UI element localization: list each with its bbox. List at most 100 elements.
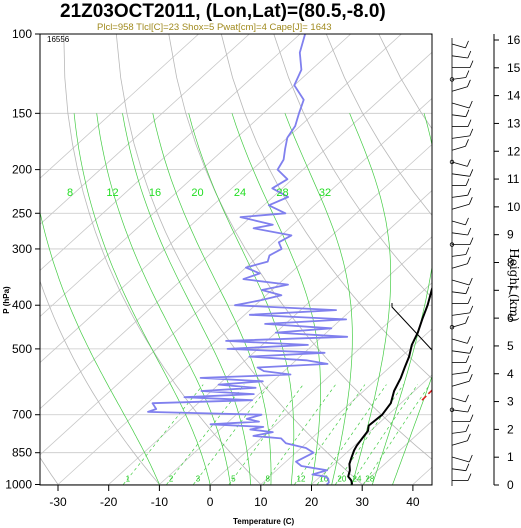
x-axis: -30 -20 -10 0 10 20 30 40 <box>49 485 420 509</box>
isotherm-line <box>40 97 432 456</box>
dry-adiabat <box>40 279 161 485</box>
wind-barb-flag <box>465 109 470 117</box>
wind-barb-flag <box>469 169 474 177</box>
x-tick-label: -20 <box>100 495 118 509</box>
wind-barb <box>451 194 468 198</box>
height-tick-label: 3 <box>507 395 514 409</box>
wind-barb-flag <box>468 277 473 286</box>
calm-wind-marker <box>449 407 455 412</box>
wind-barb-flag <box>465 217 469 226</box>
chart-subtitle: Plcl=958 Tlcl[C]=23 Shox=5 Pwat[cm]=4 Ca… <box>97 22 332 33</box>
mixing-ratio-small-label: 1 <box>126 475 131 484</box>
mixing-ratio-line <box>335 384 404 485</box>
wind-barb <box>451 220 466 226</box>
wind-barb-flag <box>467 119 472 127</box>
wind-barb-flag <box>467 50 472 59</box>
wind-barb-flag <box>465 178 470 186</box>
wind-barb <box>451 102 470 109</box>
wind-barb <box>451 409 468 413</box>
wind-barb-flag <box>465 286 470 294</box>
isotherm-line <box>108 190 432 485</box>
wind-barb-flag <box>468 454 473 463</box>
wind-barb <box>451 431 466 434</box>
isotherm-line <box>40 34 352 318</box>
wind-barb-flag <box>467 473 472 481</box>
wind-barb <box>451 338 468 344</box>
mixing-ratio-small-label: 12 <box>297 475 306 484</box>
pressure-tick-label: 300 <box>12 242 32 256</box>
wind-barb <box>451 371 468 375</box>
mixing-ratio-line <box>363 384 430 485</box>
wind-barb-flag <box>465 463 470 471</box>
wind-barb-flag <box>467 159 471 167</box>
wind-barb-flag <box>468 374 473 382</box>
height-tick-label: 6 <box>507 311 514 325</box>
x-tick-label: 10 <box>254 495 268 509</box>
x-tick-label: -10 <box>151 495 169 509</box>
wind-barb <box>451 86 468 92</box>
mixing-ratio-line <box>193 384 270 485</box>
temperature-profile <box>347 285 432 485</box>
x-tick-label: 40 <box>406 495 420 509</box>
wind-barb <box>451 232 468 236</box>
wind-barb <box>451 43 466 49</box>
wind-barb <box>451 312 470 316</box>
height-axis-label: Height (km) <box>507 248 521 321</box>
pressure-axis: 100 150 200 250 300 400 500 700 850 1000 <box>5 27 40 492</box>
wind-barb-flag <box>469 128 474 137</box>
wind-barb <box>451 291 466 295</box>
pressure-tick-label: 250 <box>12 206 32 220</box>
wind-barb-flag <box>465 316 469 324</box>
wind-barb <box>451 161 468 167</box>
wind-barb-flag <box>469 237 474 245</box>
moist-adiabat <box>96 113 231 485</box>
mixing-ratio-line <box>294 384 366 485</box>
mixing-ratio-label: 16 <box>149 187 161 199</box>
mixing-ratio-line <box>228 384 304 485</box>
isotherm-line <box>260 328 432 485</box>
mixing-ratio-small-label: 24 <box>353 475 362 484</box>
height-tick-label: 16 <box>507 33 521 47</box>
wind-barb-flag <box>467 188 472 196</box>
isotherm-line <box>40 51 432 410</box>
wind-barb <box>451 440 468 446</box>
dry-adiabat <box>115 34 364 485</box>
height-tick-label: 10 <box>507 200 521 214</box>
dry-adiabat <box>325 34 432 216</box>
x-tick-label: 30 <box>356 495 370 509</box>
isotherm-line <box>40 34 402 364</box>
x-tick-label: -30 <box>49 495 67 509</box>
mixing-ratio-small-label: 20 <box>337 475 346 484</box>
height-tick-label: 8 <box>507 256 514 270</box>
wind-barb-flag <box>467 404 472 413</box>
wind-barb-flag <box>467 365 472 373</box>
chart-title: 21Z03OCT2011, (Lon,Lat)=(80.5,-8.0) <box>60 1 386 22</box>
mixing-ratio-line <box>123 384 204 485</box>
isotherm-line <box>40 34 199 179</box>
wind-barb <box>451 350 470 354</box>
height-tick-label: 12 <box>507 144 521 158</box>
pressure-tick-label: 500 <box>12 342 32 356</box>
wind-barbs <box>449 38 474 486</box>
mixing-ratio-small-label: 3 <box>196 475 201 484</box>
mixing-ratio-small-label: 8 <box>266 475 271 484</box>
wind-barb-flag <box>467 433 471 441</box>
dry-adiabat <box>63 34 262 485</box>
wind-barb-flag <box>467 256 471 264</box>
moist-adiabat <box>188 113 295 485</box>
wind-barb <box>451 397 466 403</box>
isotherm-line <box>159 236 432 485</box>
mixing-ratio-line <box>350 384 418 485</box>
wind-barb <box>451 322 466 328</box>
wind-barb-flag <box>465 40 469 49</box>
moist-adiabat <box>40 210 160 485</box>
wind-barb <box>451 173 470 177</box>
isotherm-line <box>40 34 250 225</box>
wind-barb-flag <box>465 139 469 147</box>
pressure-tick-label: 200 <box>12 163 32 177</box>
wind-barb-flag <box>469 60 474 68</box>
x-tick-label: 0 <box>207 495 214 509</box>
mixing-ratio-label: 32 <box>319 187 331 199</box>
height-tick-label: 0 <box>507 478 514 492</box>
pressure-tick-label: 850 <box>12 446 32 460</box>
